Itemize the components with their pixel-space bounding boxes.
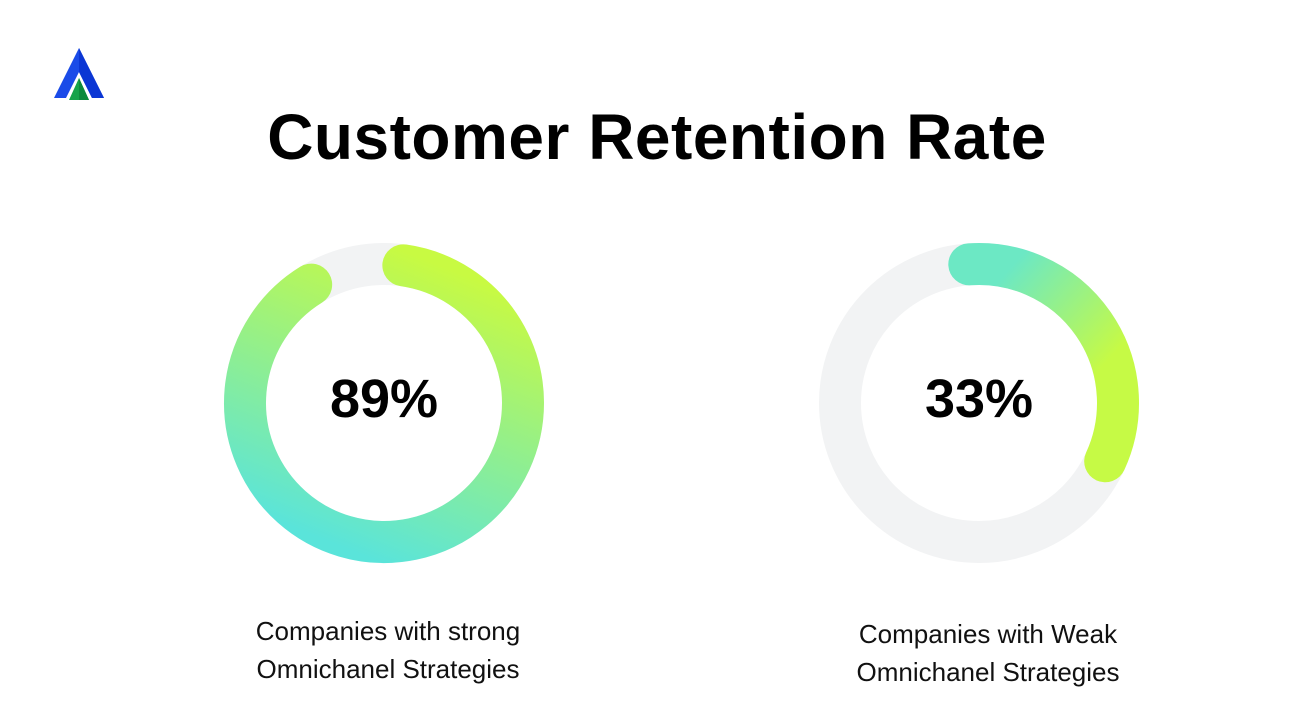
brand-logo [54, 48, 104, 100]
donut-value-arc [948, 243, 1139, 483]
caption-line: Omnichanel Strategies [856, 657, 1120, 687]
caption-strong: Companies with strong Omnichanel Strateg… [188, 612, 588, 688]
donut-chart-strong: 89% [214, 233, 554, 573]
caption-weak: Companies with Weak Omnichanel Strategie… [788, 615, 1188, 691]
caption-line: Companies with Weak [858, 619, 1118, 649]
donut-chart-weak: 33% [809, 233, 1149, 573]
donut-value-arc [224, 244, 544, 563]
donut-svg [819, 243, 1139, 563]
percent-value: 89% [329, 369, 439, 429]
percent-value: 33% [924, 369, 1034, 429]
page-title: Customer Retention Rate [267, 101, 1047, 173]
donut-svg [224, 243, 544, 563]
caption-line: Omnichanel Strategies [256, 654, 520, 684]
caption-line: Companies with strong [255, 616, 521, 646]
